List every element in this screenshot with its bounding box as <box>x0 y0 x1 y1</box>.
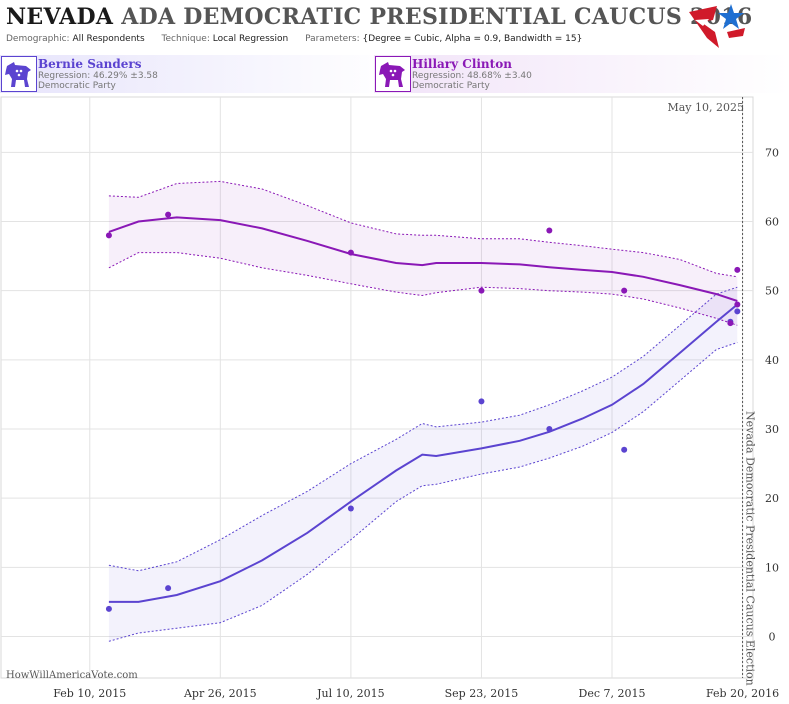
y-tick-label: 10 <box>765 561 779 574</box>
y-tick-label: 20 <box>765 492 779 505</box>
y-tick-label: 70 <box>765 146 779 159</box>
candidate-party: Democratic Party <box>412 81 490 91</box>
data-point <box>734 308 741 315</box>
data-point <box>734 301 741 308</box>
demographic-value: All Respondents <box>72 34 145 44</box>
technique-key: Technique: <box>161 34 210 44</box>
data-point <box>105 605 112 612</box>
band-upper-line <box>108 180 738 278</box>
election-event-label: Nevada Democratic Presidential Caucus El… <box>744 411 757 686</box>
trend-line <box>108 303 738 603</box>
data-point <box>105 232 112 239</box>
technique-value: Local Regression <box>212 34 289 44</box>
data-point <box>546 227 553 234</box>
parameters-key: Parameters: <box>305 34 360 44</box>
parameters-value: {Degree = Cubic, Alpha = 0.9, Bandwidth … <box>362 34 583 44</box>
x-tick-label: Dec 7, 2015 <box>579 687 646 700</box>
data-point <box>347 249 354 256</box>
watermark: HowWillAmericaVote.com <box>6 670 138 681</box>
candidate-party: Democratic Party <box>38 81 116 91</box>
title-rest: ADA DEMOCRATIC PRESIDENTIAL CAUCUS 2016 <box>113 4 753 30</box>
confidence-band <box>108 181 738 326</box>
x-tick-label: Sep 23, 2015 <box>445 687 519 700</box>
data-point <box>165 211 172 218</box>
x-tick-label: Feb 10, 2015 <box>53 687 126 700</box>
y-tick-label: 0 <box>769 631 776 644</box>
confidence-band <box>108 287 738 642</box>
data-point <box>478 398 485 405</box>
data-point <box>165 585 172 592</box>
x-tick-label: Apr 26, 2015 <box>183 687 257 700</box>
confidence-bands <box>108 180 738 642</box>
candidate-regression: Regression: 46.29% ±3.58 <box>38 71 158 81</box>
date-label: May 10, 2025 <box>667 101 744 114</box>
candidate-regression: Regression: 48.68% ±3.40 <box>412 71 532 81</box>
donkey-icon <box>1 56 37 92</box>
data-point <box>621 287 628 294</box>
y-tick-label: 50 <box>765 285 779 298</box>
chart-title: NEVADA ADA DEMOCRATIC PRESIDENTIAL CAUCU… <box>6 4 752 30</box>
y-tick-label: 40 <box>765 354 779 367</box>
star-flag-logo-icon[interactable] <box>687 2 749 50</box>
candidate-card-hillary-clinton[interactable]: Hillary Clinton Regression: 48.68% ±3.40… <box>374 55 789 93</box>
candidate-name: Bernie Sanders <box>38 57 142 71</box>
poll-chart: 0 10 20 30 40 50 60 70 Feb 10, 2015 Apr 26, 2015 J… <box>0 96 779 700</box>
y-tick-label: 60 <box>765 216 779 229</box>
x-tick-label: Feb 20, 2016 <box>706 687 779 700</box>
data-point <box>727 320 734 327</box>
donkey-icon <box>375 56 411 92</box>
title-state: NEVADA <box>6 4 114 30</box>
candidate-card-bernie-sanders[interactable]: Bernie Sanders Regression: 46.29% ±3.58 … <box>0 55 394 93</box>
chart-header: NEVADA ADA DEMOCRATIC PRESIDENTIAL CAUCU… <box>0 0 789 52</box>
trend-lines <box>108 216 738 603</box>
parameters-line: Demographic: All Respondents Technique: … <box>6 34 596 44</box>
axis-labels: 0 10 20 30 40 50 60 70 Feb 10, 2015 Apr 26, 2015 J… <box>53 97 779 700</box>
data-point <box>478 287 485 294</box>
trend-line <box>108 216 738 302</box>
band-lower-line <box>108 342 738 642</box>
x-tick-label: Jul 10, 2015 <box>316 687 385 700</box>
plot-frame <box>0 96 754 679</box>
candidate-name: Hillary Clinton <box>412 57 512 71</box>
data-point <box>347 505 354 512</box>
band-upper-line <box>108 286 738 572</box>
data-point <box>546 426 553 432</box>
demographic-key: Demographic: <box>6 34 70 44</box>
y-tick-label: 30 <box>765 423 779 436</box>
data-point <box>621 446 628 453</box>
data-point <box>734 266 741 273</box>
poll-points <box>105 211 741 612</box>
